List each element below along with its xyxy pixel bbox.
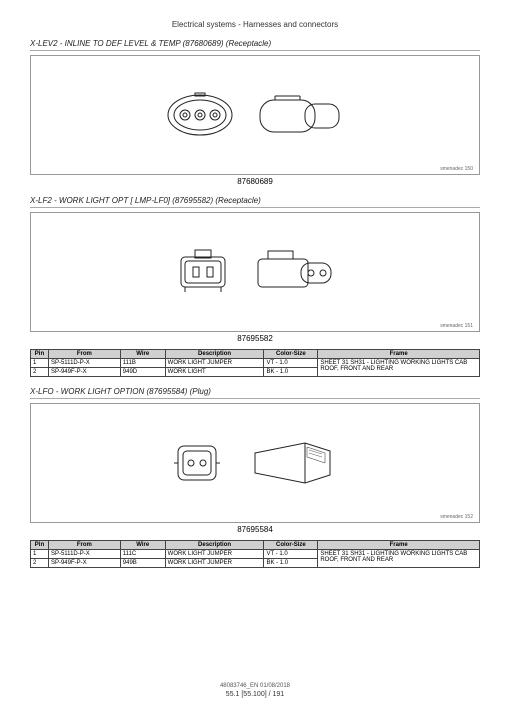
cell-color: BK - 1.0	[264, 559, 318, 568]
figure-2: smenadec 151	[30, 212, 480, 332]
col-from: From	[48, 350, 120, 359]
pin-table-2: Pin From Wire Description Color-Size Fra…	[30, 540, 480, 568]
figure-3: smenadec 152	[30, 403, 480, 523]
page-header: Electrical systems - Harnesses and conne…	[30, 20, 480, 29]
page-footer: 48083746_EN 01/08/2018 55.1 [55.100] / 1…	[0, 683, 510, 698]
cell-from: SP-5111D-P-X	[48, 550, 120, 559]
part-number-2: 87695582	[30, 334, 480, 343]
cell-from: SP-5111D-P-X	[48, 359, 120, 368]
footer-docid: 48083746_EN 01/08/2018	[0, 683, 510, 689]
cell-desc: WORK LIGHT JUMPER	[165, 359, 264, 368]
connector-side-icon	[245, 433, 340, 493]
cell-from: SP-949F-P-X	[48, 559, 120, 568]
cell-frame: SHEET 31 SH31 - LIGHTING WORKING LIGHTS …	[318, 550, 480, 568]
cell-frame: SHEET 31 SH31 - LIGHTING WORKING LIGHTS …	[318, 359, 480, 377]
table-row: 1 SP-5111D-P-X 111B WORK LIGHT JUMPER VT…	[31, 359, 480, 368]
col-frame: Frame	[318, 350, 480, 359]
figure-caption-1: smenadec 150	[440, 166, 473, 172]
section-title-3: X-LFO - WORK LIGHT OPTION (87695584) (Pl…	[30, 387, 480, 399]
cell-pin: 1	[31, 550, 49, 559]
col-color: Color-Size	[264, 350, 318, 359]
cell-wire: 111C	[120, 550, 165, 559]
connector-drawing-1	[165, 88, 345, 143]
col-desc: Description	[165, 541, 264, 550]
cell-desc: WORK LIGHT	[165, 368, 264, 377]
cell-pin: 2	[31, 559, 49, 568]
figure-caption-2: smenadec 151	[440, 323, 473, 329]
connector-face-icon	[170, 436, 225, 491]
footer-pagenum: 55.1 [55.100] / 191	[0, 691, 510, 698]
col-wire: Wire	[120, 541, 165, 550]
part-number-3: 87695584	[30, 525, 480, 534]
col-pin: Pin	[31, 541, 49, 550]
cell-color: VT - 1.0	[264, 550, 318, 559]
connector-drawing-3	[170, 433, 340, 493]
cell-from: SP-949F-P-X	[48, 368, 120, 377]
connector-side-icon	[255, 88, 345, 143]
section-title-1: X-LEV2 - INLINE TO DEF LEVEL & TEMP (876…	[30, 39, 480, 51]
cell-color: BK - 1.0	[264, 368, 318, 377]
cell-desc: WORK LIGHT JUMPER	[165, 559, 264, 568]
section-title-2: X-LF2 - WORK LIGHT OPT [ LMP-LF0] (87695…	[30, 196, 480, 208]
connector-face-icon	[173, 242, 233, 302]
cell-wire: 111B	[120, 359, 165, 368]
table-header-row: Pin From Wire Description Color-Size Fra…	[31, 350, 480, 359]
part-number-1: 87680689	[30, 177, 480, 186]
connector-side-icon	[253, 245, 338, 300]
col-from: From	[48, 541, 120, 550]
figure-1: smenadec 150	[30, 55, 480, 175]
cell-pin: 2	[31, 368, 49, 377]
col-frame: Frame	[318, 541, 480, 550]
cell-color: VT - 1.0	[264, 359, 318, 368]
cell-wire: 949B	[120, 559, 165, 568]
table-row: 1 SP-5111D-P-X 111C WORK LIGHT JUMPER VT…	[31, 550, 480, 559]
col-desc: Description	[165, 350, 264, 359]
col-pin: Pin	[31, 350, 49, 359]
pin-table-1: Pin From Wire Description Color-Size Fra…	[30, 349, 480, 377]
cell-pin: 1	[31, 359, 49, 368]
col-wire: Wire	[120, 350, 165, 359]
cell-wire: 949D	[120, 368, 165, 377]
figure-caption-3: smenadec 152	[440, 514, 473, 520]
connector-drawing-2	[173, 242, 338, 302]
table-header-row: Pin From Wire Description Color-Size Fra…	[31, 541, 480, 550]
cell-desc: WORK LIGHT JUMPER	[165, 550, 264, 559]
connector-face-icon	[165, 90, 235, 140]
col-color: Color-Size	[264, 541, 318, 550]
